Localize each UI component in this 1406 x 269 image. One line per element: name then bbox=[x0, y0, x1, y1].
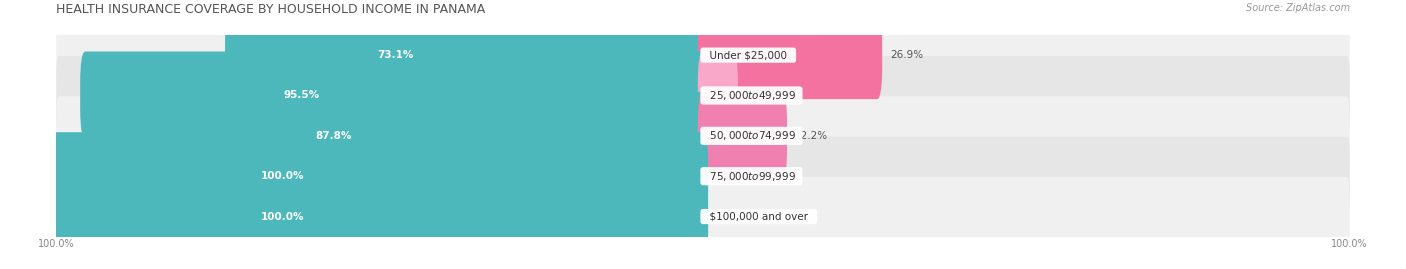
Text: 100.0%: 100.0% bbox=[262, 171, 304, 181]
Text: 0.0%: 0.0% bbox=[716, 211, 742, 222]
Text: Source: ZipAtlas.com: Source: ZipAtlas.com bbox=[1246, 3, 1350, 13]
Text: 4.6%: 4.6% bbox=[745, 90, 772, 101]
Text: 95.5%: 95.5% bbox=[284, 90, 319, 101]
Text: $25,000 to $49,999: $25,000 to $49,999 bbox=[703, 89, 800, 102]
Text: $75,000 to $99,999: $75,000 to $99,999 bbox=[703, 170, 800, 183]
Text: 87.8%: 87.8% bbox=[316, 131, 352, 141]
FancyBboxPatch shape bbox=[129, 92, 709, 180]
FancyBboxPatch shape bbox=[56, 137, 1350, 216]
FancyBboxPatch shape bbox=[80, 52, 709, 139]
Text: 100.0%: 100.0% bbox=[262, 211, 304, 222]
Text: $100,000 and over: $100,000 and over bbox=[703, 211, 814, 222]
Text: 26.9%: 26.9% bbox=[890, 50, 922, 60]
FancyBboxPatch shape bbox=[56, 96, 1350, 175]
Text: HEALTH INSURANCE COVERAGE BY HOUSEHOLD INCOME IN PANAMA: HEALTH INSURANCE COVERAGE BY HOUSEHOLD I… bbox=[56, 3, 485, 16]
FancyBboxPatch shape bbox=[697, 52, 738, 139]
FancyBboxPatch shape bbox=[51, 173, 709, 260]
Text: 73.1%: 73.1% bbox=[377, 50, 413, 60]
FancyBboxPatch shape bbox=[56, 177, 1350, 256]
FancyBboxPatch shape bbox=[697, 11, 882, 99]
FancyBboxPatch shape bbox=[697, 92, 787, 180]
Text: 0.0%: 0.0% bbox=[716, 171, 742, 181]
FancyBboxPatch shape bbox=[56, 56, 1350, 135]
FancyBboxPatch shape bbox=[225, 11, 709, 99]
Text: 12.2%: 12.2% bbox=[794, 131, 828, 141]
Text: Under $25,000: Under $25,000 bbox=[703, 50, 793, 60]
FancyBboxPatch shape bbox=[51, 132, 709, 220]
FancyBboxPatch shape bbox=[56, 16, 1350, 95]
Text: $50,000 to $74,999: $50,000 to $74,999 bbox=[703, 129, 800, 142]
